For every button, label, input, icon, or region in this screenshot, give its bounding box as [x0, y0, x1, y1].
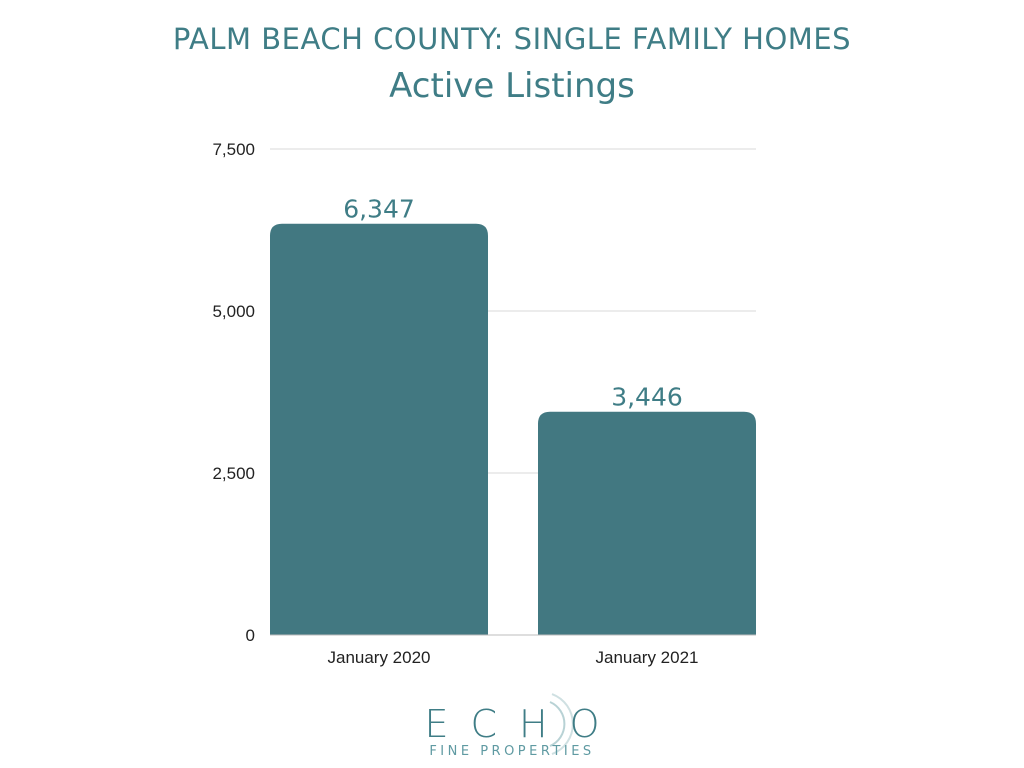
- y-tick-label: 0: [246, 626, 255, 645]
- x-tick-label: January 2020: [327, 648, 430, 667]
- logo-rings-icon: [549, 693, 574, 755]
- x-tick-label: January 2021: [595, 648, 698, 667]
- chart-title: PALM BEACH COUNTY: SINGLE FAMILY HOMES: [172, 22, 852, 56]
- bar: [538, 411, 756, 635]
- y-tick-label: 5,000: [212, 302, 255, 321]
- chart-subtitle: Active Listings: [389, 66, 635, 106]
- data-label: 6,347: [343, 195, 415, 224]
- brand-logo-wordmark: ECHO: [424, 702, 622, 746]
- brand-tagline: FINE PROPERTIES: [429, 744, 595, 759]
- bar: [270, 223, 488, 635]
- y-tick-label: 2,500: [212, 464, 255, 483]
- data-label: 3,446: [611, 383, 683, 412]
- y-tick-label: 7,500: [212, 140, 255, 159]
